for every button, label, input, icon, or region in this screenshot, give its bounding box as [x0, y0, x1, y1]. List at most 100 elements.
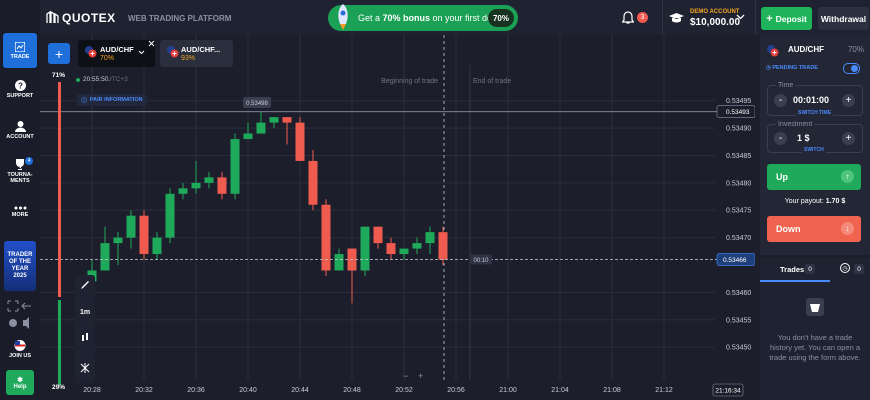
nav-more[interactable]: MORE [0, 206, 40, 218]
join-label: JOIN US [8, 353, 31, 359]
join-us[interactable]: JOIN US [0, 340, 40, 359]
candle-body [399, 248, 409, 255]
payout-label: Your payout: [784, 198, 824, 205]
panel-payout: 70% [847, 45, 864, 54]
chart-toolbar: 1m [75, 275, 95, 383]
crosshair-label: 0.53498 [246, 101, 268, 107]
flag-icon [14, 340, 26, 351]
nav-label: TRADE [10, 53, 30, 60]
candle-body [282, 117, 292, 123]
chevron[interactable] [736, 14, 745, 20]
sentiment-bar [58, 300, 61, 385]
pair-info-button[interactable]: ⓘ PAIR INFORMATION [77, 94, 147, 106]
notification-badge: 3 [637, 12, 648, 23]
minus-button[interactable]: - [774, 94, 787, 107]
tab-payout: 70% [100, 55, 115, 62]
help-button[interactable]: ✱ Help [6, 370, 34, 395]
candle-body [438, 232, 448, 260]
promo-banner[interactable]: Get a 70% bonus on your first deposit! 7… [328, 4, 518, 31]
promo-tile[interactable]: TRADER OF THE YEAR 2025 [4, 241, 36, 291]
panel-pair: AUD/CHF [788, 45, 824, 54]
info-icon: ⓘ [81, 98, 87, 104]
chevron [138, 50, 145, 55]
pending-toggle[interactable] [843, 63, 860, 74]
x-tick-label: 21:12 [655, 387, 673, 394]
nav-account[interactable]: ACCOUNT [0, 121, 40, 140]
asset-tab-active[interactable]: AUD/CHF 70% [78, 40, 155, 67]
add-tab-button[interactable]: + [48, 43, 70, 64]
trade-panel: AUD/CHF 70% ◷ PENDING TRADE Time - 00:01… [760, 35, 870, 255]
trades-tab-label: Trades [780, 265, 805, 274]
x-tick-label: 21:00 [499, 387, 517, 394]
current-price-label: 0.53466 [723, 257, 747, 264]
clock-icon: ◷ [840, 263, 850, 273]
plus-button[interactable]: + [842, 132, 855, 145]
account-type: DEMO ACCOUNT [690, 9, 740, 15]
toggle-knob [851, 65, 858, 72]
switch-investment[interactable]: SWITCH [802, 147, 826, 153]
bell-icon[interactable] [622, 11, 634, 24]
down-button[interactable]: Down ↓ [767, 216, 861, 242]
pending-count: 0 [854, 264, 864, 274]
header: QUOTEX WEB TRADING PLATFORM Get a 70% bo… [0, 0, 870, 35]
candle-body [334, 254, 344, 271]
sentiment-bar [58, 82, 61, 298]
brand: QUOTEX [62, 11, 116, 25]
nav-label: SUPPORT [6, 93, 34, 99]
candle-body [321, 204, 331, 271]
candle-body [178, 188, 188, 194]
candle-body [386, 243, 396, 255]
balance[interactable]: $10,000.00 [690, 17, 741, 28]
price-chart: 0.53450 0.53455 0.53460 0.53470 0.53475 0.534… [40, 35, 755, 397]
pending-tab[interactable]: ◷ 0 [832, 258, 870, 280]
timeframe-button[interactable]: 1m [79, 308, 91, 316]
chart-type-tool[interactable] [81, 333, 89, 342]
candle-body [191, 182, 201, 189]
divider [755, 0, 756, 35]
nav-trade[interactable]: TRADE [3, 33, 37, 68]
promo-suffix: on your first deposit! [430, 13, 514, 23]
indicator-tool[interactable] [80, 363, 90, 373]
candle-body [360, 226, 370, 271]
y-tick-label: 0.53470 [726, 235, 751, 242]
candle-body [412, 243, 422, 249]
close-tab[interactable] [148, 40, 155, 47]
candle-body [295, 122, 305, 161]
nav-label: ACCOUNT [6, 134, 34, 140]
x-tick-label: 20:44 [291, 387, 309, 394]
zoom-in[interactable]: + [418, 371, 424, 381]
candle-body [217, 177, 227, 194]
crosshair-badge [243, 97, 271, 108]
nav-tournaments[interactable]: TOURNA-MENTS [3, 159, 37, 184]
tool-icons [7, 300, 31, 329]
time-input[interactable]: Time - 00:01:00 + SWITCH TIME [767, 82, 863, 116]
zoom-out[interactable]: − [403, 371, 409, 381]
sentiment-label: 29% [52, 384, 66, 391]
timer-label: 00:10 [473, 258, 489, 264]
current-price-badge [716, 253, 755, 266]
trades-tab[interactable]: Trades 0 [760, 258, 830, 282]
payout: Your payout: 1.70 $ [760, 198, 870, 205]
pending-trade: ◷ PENDING TRADE [766, 65, 818, 71]
alert-label: 0.53493 [726, 109, 750, 116]
deposit-button[interactable]: + Deposit [761, 7, 812, 30]
trade-end-label: End of trade [473, 78, 511, 85]
plus-button[interactable]: + [842, 94, 855, 107]
candle-body [165, 193, 175, 238]
minus-button[interactable]: - [774, 132, 787, 145]
empty-icon [806, 298, 824, 316]
switch-time[interactable]: SWITCH TIME [796, 110, 834, 116]
investment-input[interactable]: Investment - 1 $ + SWITCH [767, 121, 863, 153]
up-button[interactable]: Up ↑ [767, 164, 861, 190]
support-icon: ? [14, 80, 26, 91]
nav-support[interactable]: ? SUPPORT [0, 80, 40, 99]
asset-tab[interactable]: AUD/CHF... 93% [160, 40, 233, 67]
withdrawal-button[interactable]: Withdrawal [818, 7, 869, 30]
timezone: UTC+3 [107, 76, 128, 83]
plus-icon: + [766, 12, 773, 25]
pair-info-label: PAIR INFORMATION [89, 97, 143, 103]
x-tick-label: 20:56 [447, 387, 465, 394]
draw-tool[interactable] [80, 280, 90, 290]
time-label: Time [776, 82, 796, 89]
